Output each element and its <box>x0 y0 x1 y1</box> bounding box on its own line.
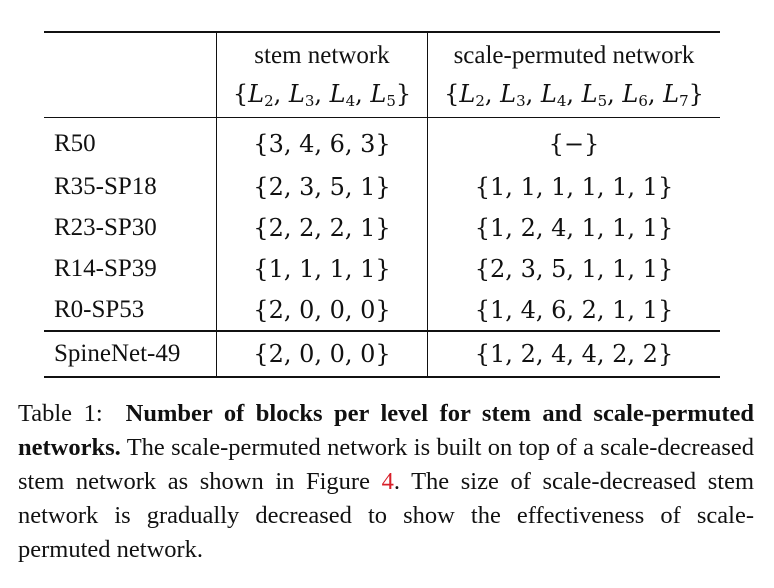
blocks-per-level-table: stem network scale-permuted network {L2,… <box>44 31 720 378</box>
table-row: R0-SP53 {2, 0, 0, 0} {1, 4, 6, 2, 1, 1} <box>44 289 720 331</box>
row-perm-blocks: {1, 4, 6, 2, 1, 1} <box>427 289 720 331</box>
row-stem-blocks: {2, 0, 0, 0} <box>216 289 428 331</box>
row-stem-blocks: {2, 0, 0, 0} <box>216 330 428 378</box>
caption-label: Table 1: <box>18 400 103 427</box>
caption-bold-title: Number of blocks per level for stem and … <box>18 400 754 461</box>
header-scale-permuted-network: scale-permuted network <box>427 31 720 75</box>
row-name: R23-SP30 <box>54 213 157 241</box>
row-name: R50 <box>54 130 96 157</box>
header-perm-levels: {L2, L3, L4, L5, L6, L7} <box>427 75 720 118</box>
table-row: R14-SP39 {1, 1, 1, 1} {2, 3, 5, 1, 1, 1} <box>44 248 720 289</box>
row-perm-blocks: {1, 2, 4, 1, 1, 1} <box>427 207 720 248</box>
row-stem-blocks: {2, 2, 2, 1} <box>216 207 428 248</box>
header-row-titles: stem network scale-permuted network <box>44 31 720 75</box>
row-name: R14-SP39 <box>54 254 157 282</box>
header-empty-cell <box>44 31 217 75</box>
header-stem-levels: {L2, L3, L4, L5} <box>216 75 428 118</box>
table-row: R23-SP30 {2, 2, 2, 1} {1, 2, 4, 1, 1, 1} <box>44 207 720 248</box>
row-stem-blocks: {1, 1, 1, 1} <box>216 248 428 289</box>
caption-text-part2: . The size of scale-decreased stem netwo… <box>18 468 755 563</box>
row-perm-blocks: {−} <box>427 117 720 166</box>
table-row: R35-SP18 {2, 3, 5, 1} {1, 1, 1, 1, 1, 1} <box>44 166 720 207</box>
row-perm-blocks: {1, 2, 4, 4, 2, 2} <box>427 330 720 378</box>
header-empty-cell <box>44 75 217 118</box>
header-row-levels: {L2, L3, L4, L5} {L2, L3, L4, L5, L6, L7… <box>44 75 720 118</box>
header-stem-network: stem network <box>216 31 428 75</box>
row-perm-blocks: {2, 3, 5, 1, 1, 1} <box>427 248 720 289</box>
figure-reference-link[interactable]: 4 <box>381 468 394 495</box>
table-row: R50 {3, 4, 6, 3} {−} <box>44 117 720 166</box>
table-row-spinenet: SpineNet-49 {2, 0, 0, 0} {1, 2, 4, 4, 2,… <box>44 330 720 378</box>
caption-text-part1: The scale-permuted network is built on t… <box>18 434 754 495</box>
row-name: SpineNet-49 <box>44 330 217 378</box>
row-perm-blocks: {1, 1, 1, 1, 1, 1} <box>427 166 720 207</box>
row-name: R0-SP53 <box>54 295 145 323</box>
row-name: R35-SP18 <box>54 172 157 200</box>
row-stem-blocks: {2, 3, 5, 1} <box>216 166 428 207</box>
table-caption: Table 1: Number of blocks per level for … <box>18 397 754 567</box>
row-stem-blocks: {3, 4, 6, 3} <box>216 117 428 166</box>
